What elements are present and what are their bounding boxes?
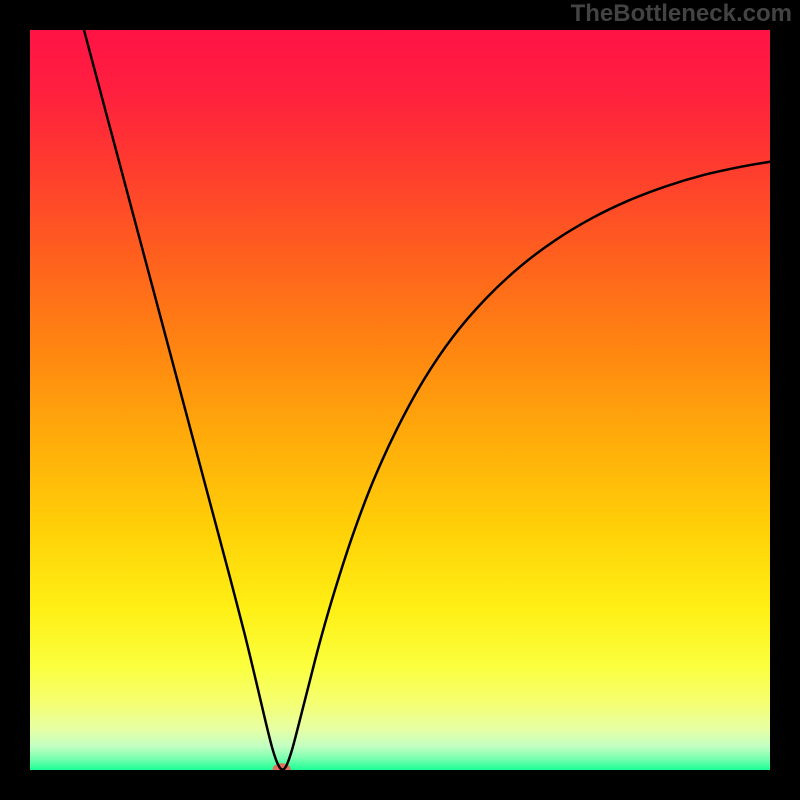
plot-background	[30, 30, 770, 770]
bottleneck-chart	[0, 0, 800, 800]
watermark-text: TheBottleneck.com	[571, 0, 792, 28]
chart-container: TheBottleneck.com	[0, 0, 800, 800]
